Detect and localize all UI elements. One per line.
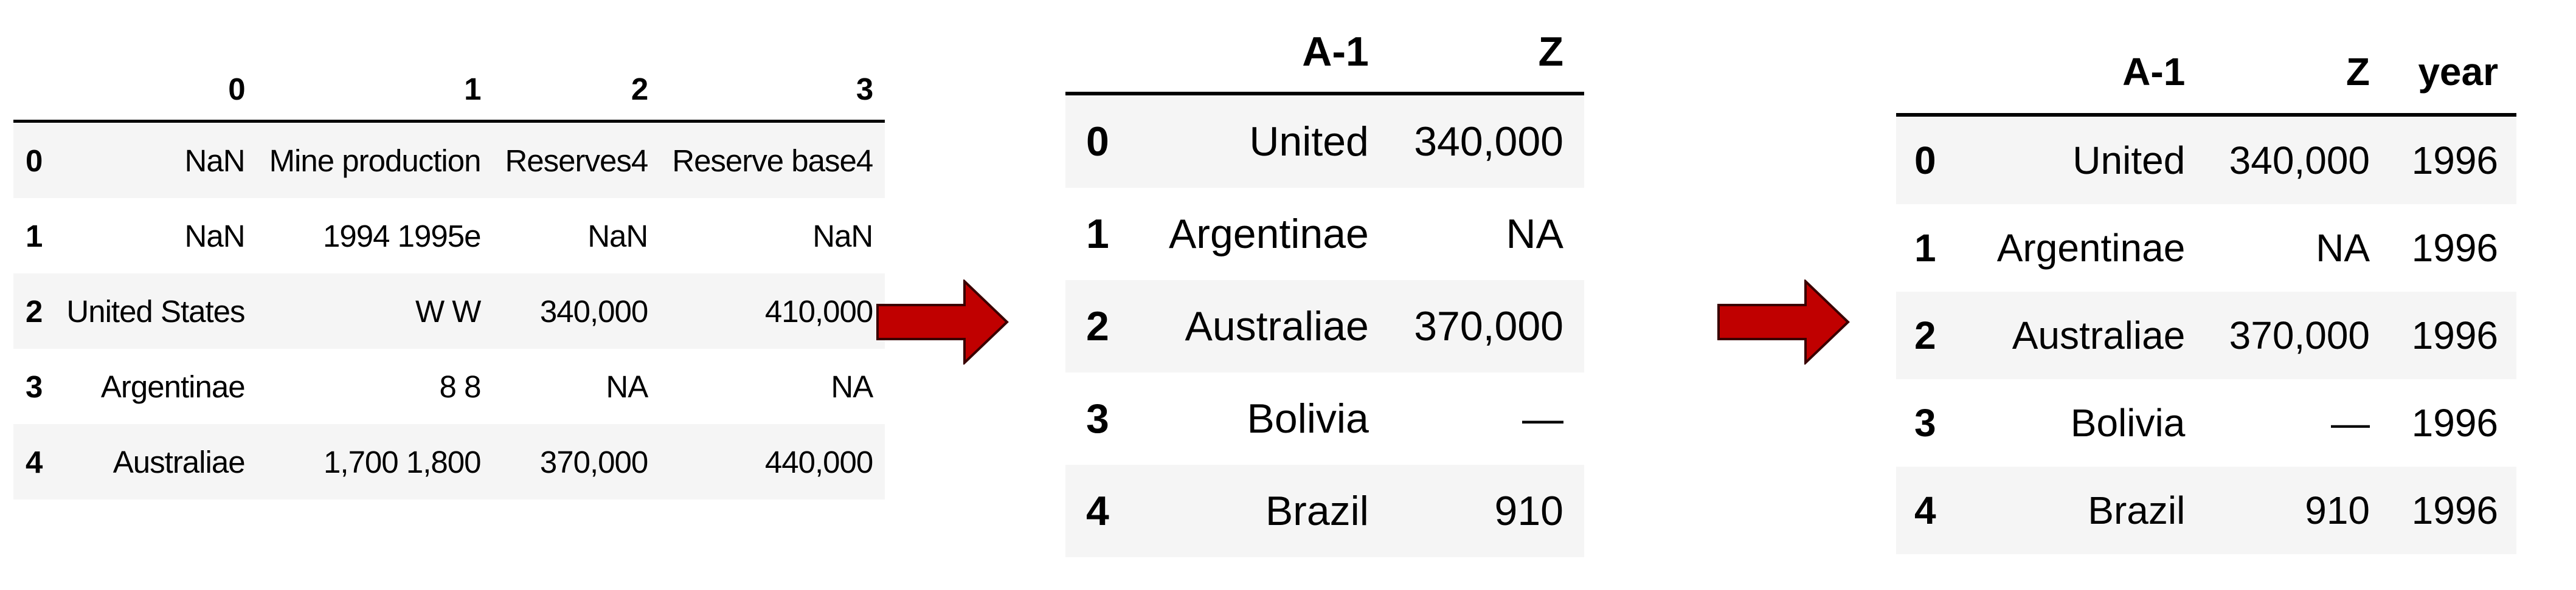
table-cell: Reserves4 <box>505 143 648 178</box>
header-cell <box>13 58 55 123</box>
table-cell: — <box>1522 396 1563 442</box>
table-cell: NA <box>2316 226 2370 270</box>
table-cell: 410,000 <box>764 293 873 329</box>
row-index: 3 <box>1914 401 1936 445</box>
table-cell: 340,000 <box>2229 139 2370 182</box>
table-cell: 340,000 <box>539 293 648 329</box>
row-index: 4 <box>1914 489 1936 532</box>
cleaned-dataframe-table: A-1 Z 0 United 340,000 1 Argentinae NA 2… <box>1065 11 1584 557</box>
row-index: 0 <box>1086 118 1109 165</box>
table-row: 3 Bolivia — 1996 <box>1896 379 2516 467</box>
table-row: 3 Bolivia — <box>1065 372 1584 465</box>
table-cell: Argentinae <box>1168 211 1369 257</box>
row-index: 2 <box>1086 303 1109 349</box>
table-cell: Australiae <box>113 444 246 479</box>
table-cell: 1996 <box>2411 139 2498 182</box>
row-index: 2 <box>1914 314 1936 357</box>
table-cell: Brazil <box>1265 488 1369 534</box>
table-cell: Bolivia <box>2070 401 2186 445</box>
header-cell: year <box>2388 30 2516 117</box>
row-index: 2 <box>26 293 43 329</box>
table-row: 2 Australiae 370,000 <box>1065 280 1584 372</box>
table-cell: United States <box>66 293 245 329</box>
table-cell: — <box>2331 401 2370 445</box>
table-cell: 1996 <box>2411 226 2498 270</box>
table-row: 0 NaN Mine production Reserves4 Reserve … <box>13 121 885 198</box>
header-cell: Z <box>1389 11 1584 95</box>
table-row: 0 United 340,000 1996 <box>1896 115 2516 204</box>
row-index: 1 <box>1086 211 1109 257</box>
table-row: 4 Australiae 1,700 1,800 370,000 440,000 <box>13 424 885 499</box>
table-cell: NaN <box>184 143 246 178</box>
table-row: 4 Brazil 910 1996 <box>1896 467 2516 554</box>
table-cell: NA <box>1506 211 1563 257</box>
table-cell: NaN <box>812 218 873 253</box>
table-cell: Australiae <box>2012 314 2186 357</box>
table-cell: 370,000 <box>539 444 648 479</box>
header-cell: 3 <box>660 58 885 123</box>
table-cell: 440,000 <box>764 444 873 479</box>
table-cell: 1996 <box>2411 314 2498 357</box>
header-cell: Z <box>2203 30 2389 117</box>
header-cell: 1 <box>257 58 493 123</box>
table-header-row: 0 1 2 3 <box>13 58 885 123</box>
right-arrow-icon <box>876 280 1009 365</box>
row-index: 3 <box>1086 396 1109 442</box>
table-cell: 8 8 <box>439 369 482 404</box>
header-cell: 2 <box>493 58 660 123</box>
table-cell: 1,700 1,800 <box>324 444 481 479</box>
table-row: 0 United 340,000 <box>1065 94 1584 188</box>
raw-dataframe-table: 0 1 2 3 0 NaN Mine production Reserves4 … <box>13 58 885 499</box>
table-cell: United <box>2072 139 2186 182</box>
table-cell: 1996 <box>2411 401 2498 445</box>
table-cell: Brazil <box>2088 489 2186 532</box>
table-row: 1 Argentinae NA 1996 <box>1896 204 2516 292</box>
table-cell: NA <box>831 369 873 404</box>
table-cell: Bolivia <box>1247 396 1369 442</box>
table-cell: 340,000 <box>1414 118 1563 165</box>
table-cell: Australiae <box>1185 303 1369 349</box>
table-row: 2 Australiae 370,000 1996 <box>1896 292 2516 379</box>
table-row: 3 Argentinae 8 8 NA NA <box>13 349 885 424</box>
row-index: 3 <box>26 369 43 404</box>
table-cell: Reserve base4 <box>672 143 873 178</box>
table-cell: 1996 <box>2411 489 2498 532</box>
table-row: 4 Brazil 910 <box>1065 465 1584 557</box>
table-cell: NA <box>606 369 648 404</box>
table-header-row: A-1 Z year <box>1896 30 2516 117</box>
table-cell: Argentinae <box>1996 226 2186 270</box>
table-cell: Argentinae <box>100 369 246 404</box>
row-index: 4 <box>1086 488 1109 534</box>
table-cell: NaN <box>587 218 648 253</box>
header-cell: A-1 <box>1969 30 2204 117</box>
year-dataframe-table: A-1 Z year 0 United 340,000 1996 1 Argen… <box>1896 30 2516 554</box>
row-index: 4 <box>26 444 43 479</box>
table-row: 1 Argentinae NA <box>1065 188 1584 280</box>
table-cell: 370,000 <box>1414 303 1563 349</box>
table-cell: W W <box>415 293 481 329</box>
header-cell: A-1 <box>1143 11 1390 95</box>
table-row: 2 United States W W 340,000 410,000 <box>13 273 885 349</box>
table-cell: 370,000 <box>2229 314 2370 357</box>
row-index: 1 <box>26 218 43 253</box>
row-index: 1 <box>1914 226 1936 270</box>
table-cell: United <box>1249 118 1369 165</box>
row-index: 0 <box>1914 139 1936 182</box>
table-cell: 910 <box>2305 489 2370 532</box>
table-cell: 1994 1995e <box>323 218 481 253</box>
table-row: 1 NaN 1994 1995e NaN NaN <box>13 198 885 273</box>
right-arrow-icon <box>1717 280 1850 365</box>
table-cell: Mine production <box>269 143 482 178</box>
table-cell: NaN <box>184 218 246 253</box>
header-cell <box>1896 30 1969 117</box>
row-index: 0 <box>26 143 43 178</box>
table-header-row: A-1 Z <box>1065 11 1584 95</box>
table-cell: 910 <box>1494 488 1563 534</box>
header-cell: 0 <box>54 58 257 123</box>
header-cell <box>1065 11 1143 95</box>
